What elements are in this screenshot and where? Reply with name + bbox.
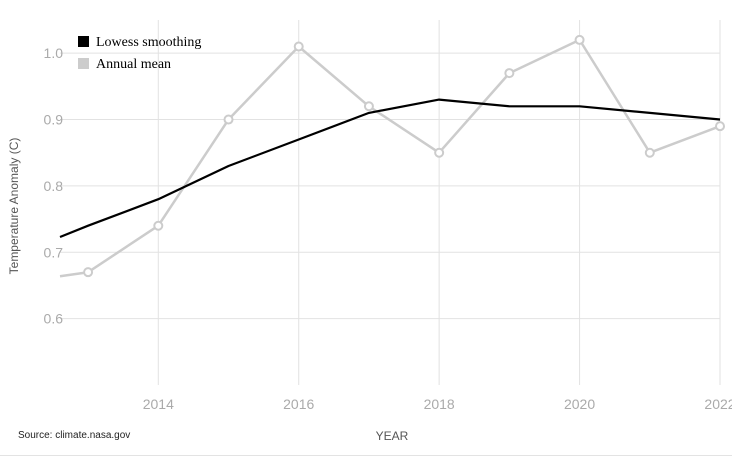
annual-mean-point: [363, 101, 374, 112]
x-tick-label: 2016: [283, 396, 314, 412]
y-axis-label: Temperature Anomaly (C): [7, 138, 21, 275]
y-tick-label: 0.9: [44, 112, 64, 128]
legend-label-annual: Annual mean: [96, 57, 171, 72]
y-tick-label: 0.7: [44, 244, 64, 260]
annual-mean-point: [83, 267, 94, 278]
legend-swatch-lowess: [78, 36, 89, 47]
source-note: Source: climate.nasa.gov: [18, 430, 131, 441]
x-tick-label: 2020: [564, 396, 595, 412]
x-tick-label: 2022: [704, 396, 732, 412]
x-axis-ticks: 2014 2016 2018 2020 2022: [143, 396, 732, 412]
bottom-divider: [0, 455, 732, 456]
annual-mean-point: [574, 34, 585, 45]
y-axis-ticks: 0.6 0.7 0.8 0.9 1.0: [44, 45, 64, 326]
annual-mean-point: [223, 114, 234, 125]
series-line-lowess: [59, 98, 721, 239]
annual-mean-point: [644, 147, 655, 158]
annual-mean-point: [504, 68, 515, 79]
annual-mean-point: [153, 220, 164, 231]
annual-mean-point: [293, 41, 304, 52]
x-tick-label: 2018: [424, 396, 455, 412]
annual-mean-point: [434, 147, 445, 158]
series-line-annual-mean: [59, 38, 721, 278]
y-tick-label: 0.6: [44, 311, 64, 327]
y-tick-label: 1.0: [44, 45, 64, 61]
legend-label-lowess: Lowess smoothing: [96, 35, 201, 50]
annual-mean-point: [715, 121, 725, 132]
series-layer: [59, 34, 725, 278]
legend: Lowess smoothing Annual mean: [78, 35, 201, 72]
x-tick-label: 2014: [143, 396, 174, 412]
grid: [60, 20, 721, 385]
x-axis-label: YEAR: [376, 429, 409, 443]
legend-swatch-annual: [78, 58, 89, 69]
y-tick-label: 0.8: [44, 178, 64, 194]
